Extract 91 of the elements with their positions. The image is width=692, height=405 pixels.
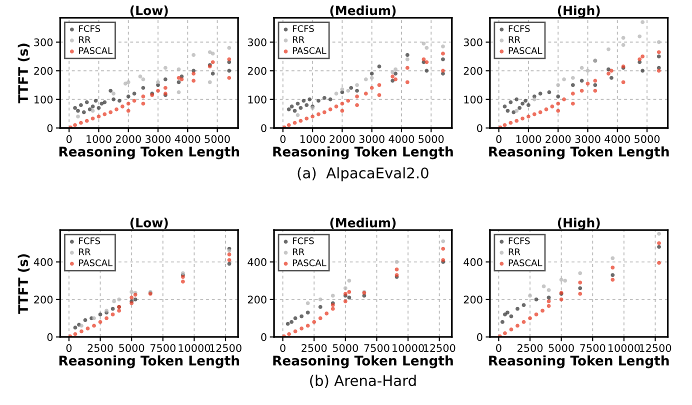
x-axis-title: Reasoning Token Length xyxy=(59,146,240,160)
x-tick-label: 4000 xyxy=(174,135,200,143)
legend-label: RR xyxy=(292,36,304,43)
x-tick-label: 2500 xyxy=(88,344,113,352)
y-tick-label: 100 xyxy=(464,96,482,104)
x-tick-label: 7500 xyxy=(150,344,176,352)
x-tick-label: 10000 xyxy=(392,344,424,352)
x-tick-label: 0 xyxy=(66,135,72,143)
chart-title: (High) xyxy=(558,6,600,18)
x-tick-label: 3000 xyxy=(146,135,171,143)
y-tick-label: 200 xyxy=(248,66,266,75)
legend-label: RR xyxy=(508,248,520,256)
x-tick-label: 4000 xyxy=(388,135,414,143)
x-tick-label: 4000 xyxy=(604,135,630,143)
x-tick-label: 5000 xyxy=(119,344,144,352)
x-tick-label: 5000 xyxy=(634,135,660,143)
x-tick-label: 7500 xyxy=(580,344,606,352)
legend-label: PASCAL xyxy=(508,259,542,266)
legend-label: FCFS xyxy=(508,25,530,32)
y-tick-label: 0 xyxy=(477,333,482,342)
x-tick-label: 2500 xyxy=(302,344,327,352)
x-tick-label: 10000 xyxy=(608,344,640,352)
legend-label: RR xyxy=(292,248,304,256)
text: (a) AlpacaEval2.0 xyxy=(298,167,428,182)
y-tick-label: 100 xyxy=(34,96,53,104)
legend-label: PASCAL xyxy=(79,47,112,54)
legend-label: PASCAL xyxy=(79,259,112,266)
x-tick-label: 5000 xyxy=(332,344,358,352)
y-tick-label: 0 xyxy=(47,333,53,342)
x-tick-label: 10000 xyxy=(178,344,210,352)
x-tick-label: 2000 xyxy=(116,135,141,143)
legend-label: PASCAL xyxy=(508,47,542,54)
x-axis-title: Reasoning Token Length xyxy=(489,146,669,160)
x-tick-label: 7500 xyxy=(364,344,390,352)
legend-label: FCFS xyxy=(508,237,530,244)
y-tick-label: 200 xyxy=(248,296,266,304)
legend-label: FCFS xyxy=(79,237,100,244)
y-tick-label: 0 xyxy=(477,124,482,132)
y-tick-label: 200 xyxy=(34,296,53,304)
x-tick-label: 1000 xyxy=(86,135,112,143)
legend-label: PASCAL xyxy=(292,259,326,266)
y-tick-label: 200 xyxy=(464,66,482,75)
legend-label: RR xyxy=(508,36,520,43)
legend-label: PASCAL xyxy=(292,47,326,54)
x-tick-label: 2000 xyxy=(546,135,571,143)
legend-label: RR xyxy=(79,36,91,43)
chart-title: (High) xyxy=(558,218,600,230)
x-tick-label: 0 xyxy=(280,344,286,352)
x-tick-label: 3000 xyxy=(575,135,600,143)
y-tick-label: 200 xyxy=(464,296,482,304)
chart-title: (Low) xyxy=(130,6,168,17)
legend-label: FCFS xyxy=(79,25,100,32)
y-tick-label: 400 xyxy=(464,258,482,266)
x-tick-label: 2000 xyxy=(330,135,355,143)
y-axis-title: TTFT (s) xyxy=(18,44,30,104)
legend-label: FCFS xyxy=(292,237,314,244)
y-tick-label: 0 xyxy=(47,124,53,132)
x-tick-label: 12500 xyxy=(210,344,242,352)
x-tick-label: 3000 xyxy=(359,135,384,143)
y-tick-label: 0 xyxy=(261,124,266,132)
x-tick-label: 2500 xyxy=(518,344,543,352)
x-axis-title: Reasoning Token Length xyxy=(273,146,453,160)
x-tick-label: 12500 xyxy=(640,344,672,352)
text: (b) Arena-Hard xyxy=(310,374,416,388)
x-tick-label: 12500 xyxy=(424,344,456,352)
chart-title: (Medium) xyxy=(330,218,396,229)
x-tick-label: 5000 xyxy=(204,135,230,143)
x-tick-label: 0 xyxy=(496,344,502,352)
y-tick-label: 100 xyxy=(248,96,266,104)
x-tick-label: 1000 xyxy=(516,135,542,143)
x-tick-label: 5000 xyxy=(418,135,444,143)
y-tick-label: 0 xyxy=(261,333,266,342)
x-axis-title: Reasoning Token Length xyxy=(59,355,240,368)
x-axis-title: Reasoning Token Length xyxy=(489,355,669,368)
y-tick-label: 300 xyxy=(464,38,482,46)
legend-label: FCFS xyxy=(292,25,314,32)
legend-label: RR xyxy=(79,248,91,256)
x-tick-label: 0 xyxy=(280,135,286,143)
x-tick-label: 5000 xyxy=(548,344,574,352)
chart-title: (Medium) xyxy=(330,6,396,17)
x-axis-title: Reasoning Token Length xyxy=(273,355,453,368)
chart-title: (Low) xyxy=(130,218,168,229)
x-tick-label: 0 xyxy=(66,344,72,352)
y-axis-title: TTFT (s) xyxy=(18,254,30,314)
y-tick-label: 400 xyxy=(248,258,266,266)
x-tick-label: 0 xyxy=(496,135,502,143)
y-tick-label: 300 xyxy=(248,38,266,46)
y-tick-label: 200 xyxy=(34,66,53,75)
y-tick-label: 400 xyxy=(34,258,53,266)
y-tick-label: 300 xyxy=(34,38,53,46)
x-tick-label: 1000 xyxy=(300,135,326,143)
